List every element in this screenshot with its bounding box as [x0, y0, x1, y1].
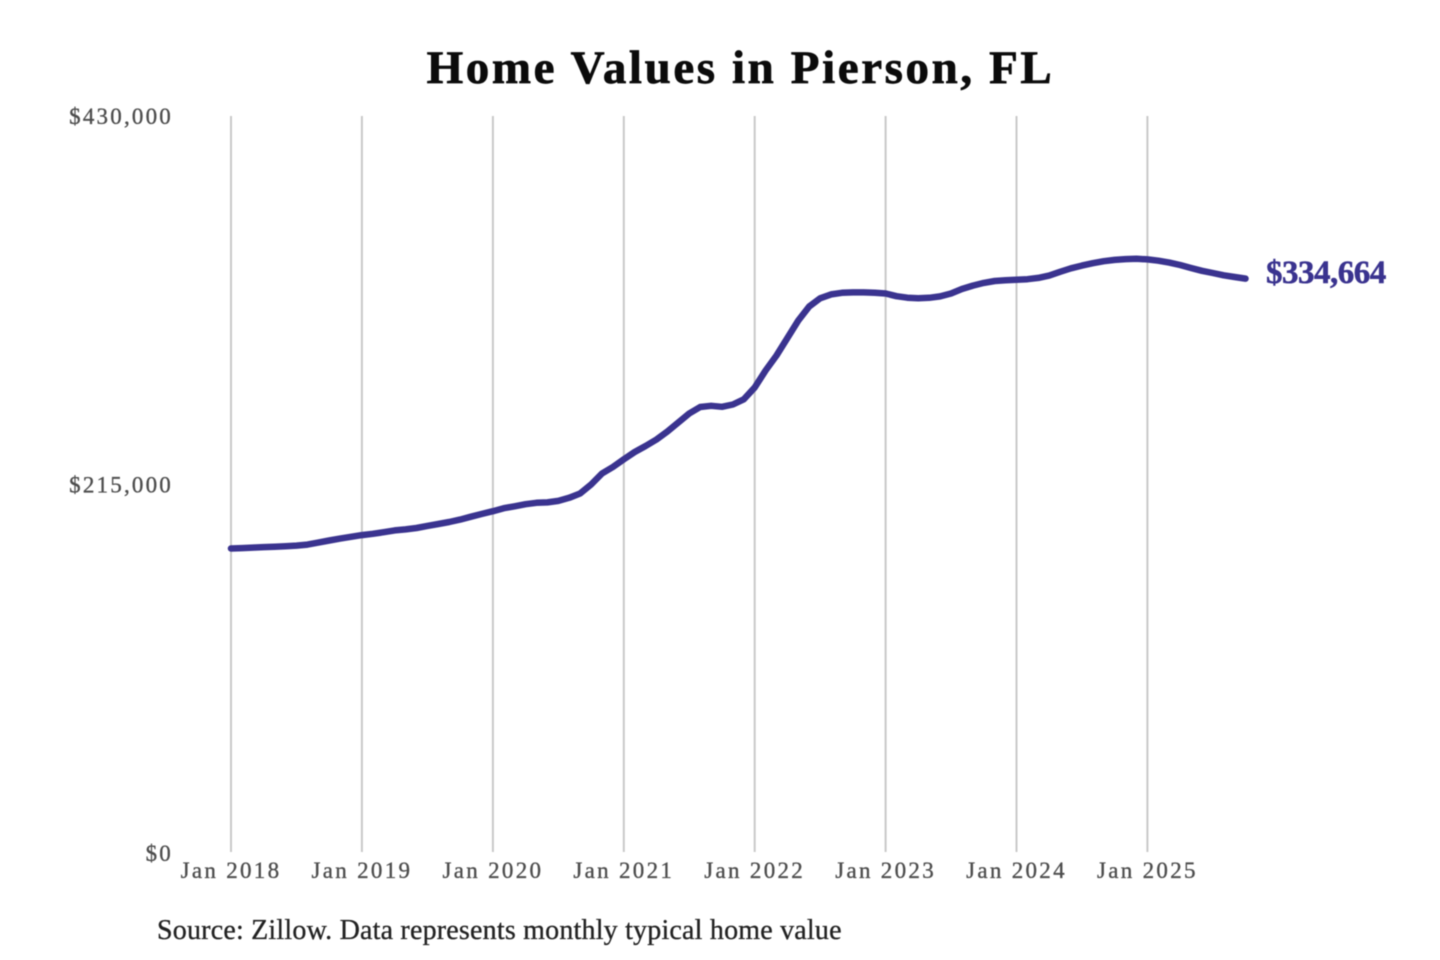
svg-text:Jan 2020: Jan 2020	[442, 858, 543, 883]
svg-text:$0: $0	[146, 841, 173, 866]
svg-text:Jan 2018: Jan 2018	[181, 858, 282, 883]
svg-text:Jan 2022: Jan 2022	[704, 858, 805, 883]
svg-text:Jan 2023: Jan 2023	[835, 858, 936, 883]
svg-text:Source: Zillow. Data represent: Source: Zillow. Data represents monthly …	[157, 915, 842, 946]
svg-text:$215,000: $215,000	[69, 473, 173, 498]
svg-text:$430,000: $430,000	[69, 104, 173, 129]
svg-text:Home Values in Pierson, FL: Home Values in Pierson, FL	[427, 42, 1055, 94]
svg-text:$334,664: $334,664	[1266, 255, 1386, 291]
svg-text:Jan 2021: Jan 2021	[573, 858, 674, 883]
svg-text:Jan 2019: Jan 2019	[311, 858, 412, 883]
svg-text:Jan 2025: Jan 2025	[1097, 858, 1198, 883]
svg-text:Jan 2024: Jan 2024	[966, 858, 1067, 883]
